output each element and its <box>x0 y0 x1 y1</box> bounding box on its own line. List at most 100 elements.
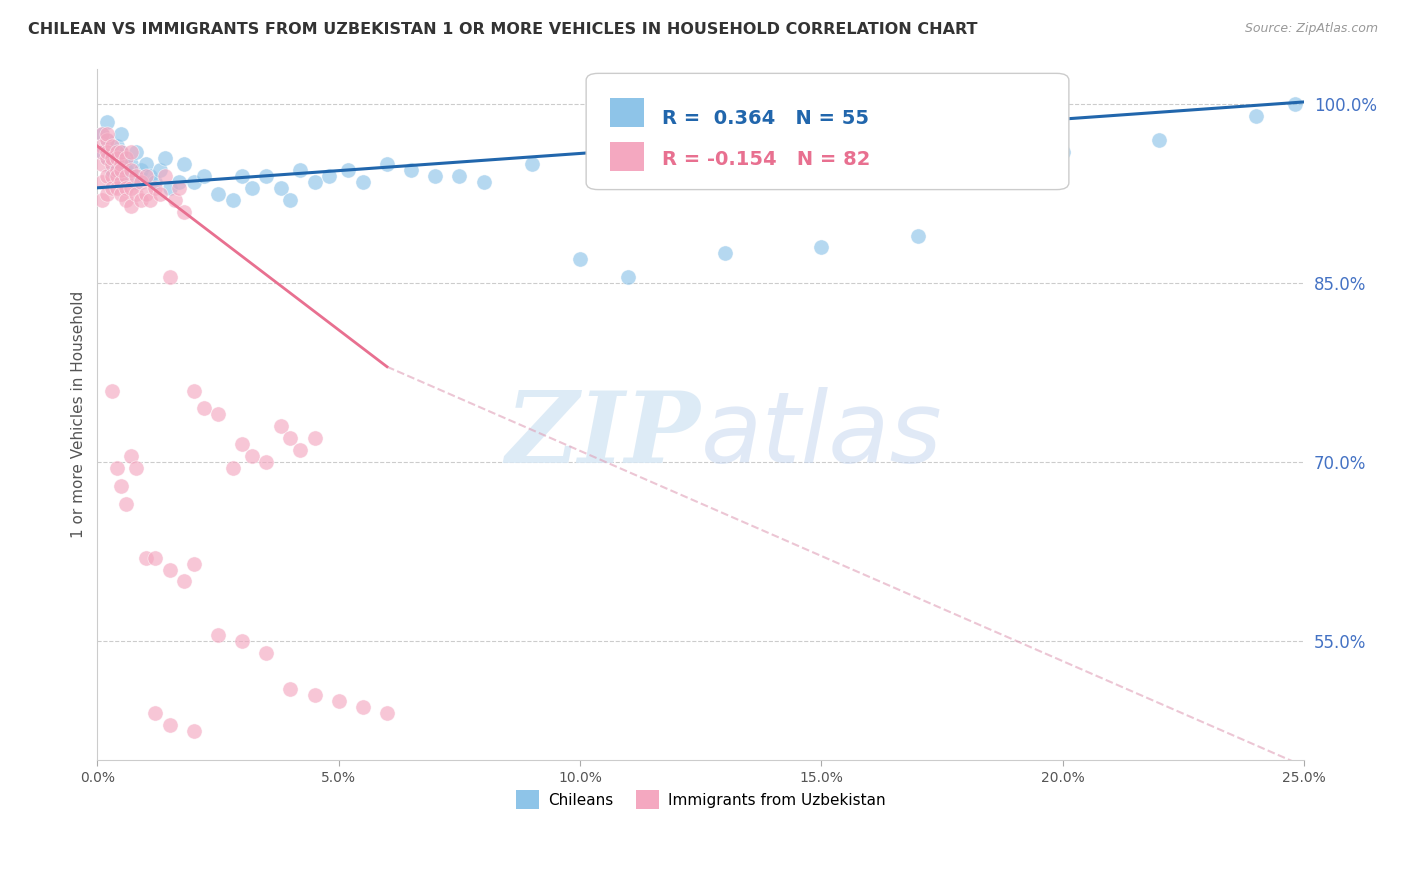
Point <box>240 181 263 195</box>
Point <box>110 479 132 493</box>
Point <box>569 252 592 267</box>
Point <box>110 169 132 183</box>
Point <box>193 169 215 183</box>
Point <box>120 199 142 213</box>
Point <box>1052 145 1074 159</box>
Point <box>425 169 447 183</box>
Point <box>96 133 118 147</box>
Point <box>96 127 118 141</box>
Point <box>183 557 205 571</box>
Point <box>173 204 195 219</box>
Point <box>120 145 142 159</box>
Point <box>288 162 311 177</box>
Point <box>91 193 114 207</box>
Point <box>163 193 186 207</box>
Point <box>91 175 114 189</box>
Text: R = -0.154   N = 82: R = -0.154 N = 82 <box>662 150 870 169</box>
Point <box>207 186 229 201</box>
Point <box>115 181 138 195</box>
Point <box>105 162 128 177</box>
Point <box>91 127 114 141</box>
Point <box>304 175 326 189</box>
Point <box>96 133 118 147</box>
Point <box>143 706 166 720</box>
Point <box>135 169 157 183</box>
Point <box>173 574 195 589</box>
Legend: Chileans, Immigrants from Uzbekistan: Chileans, Immigrants from Uzbekistan <box>510 784 891 815</box>
Point <box>254 646 277 660</box>
Point <box>91 145 114 159</box>
Point <box>125 145 148 159</box>
Point <box>231 169 253 183</box>
Point <box>120 449 142 463</box>
Point <box>101 151 124 165</box>
Point <box>221 193 243 207</box>
Point <box>520 157 543 171</box>
Point <box>375 157 398 171</box>
Point <box>125 461 148 475</box>
Point <box>125 175 148 189</box>
Point <box>105 169 128 183</box>
Point <box>221 461 243 475</box>
Point <box>91 157 114 171</box>
Point <box>96 169 118 183</box>
Point <box>1149 133 1171 147</box>
Point <box>304 431 326 445</box>
Point <box>96 115 118 129</box>
Point <box>115 497 138 511</box>
Point <box>105 461 128 475</box>
Point <box>101 162 124 177</box>
Point <box>183 175 205 189</box>
Point <box>288 443 311 458</box>
Point <box>207 408 229 422</box>
Point <box>129 175 152 189</box>
Point <box>149 162 172 177</box>
Point <box>352 175 374 189</box>
FancyBboxPatch shape <box>586 73 1069 190</box>
Point <box>328 694 350 708</box>
Text: atlas: atlas <box>700 387 942 483</box>
Point <box>129 162 152 177</box>
Point <box>270 181 292 195</box>
Point <box>399 162 422 177</box>
Point <box>810 240 832 254</box>
Point <box>115 162 138 177</box>
Point <box>135 186 157 201</box>
Point <box>91 145 114 159</box>
Point <box>120 181 142 195</box>
Point <box>135 157 157 171</box>
Point <box>101 139 124 153</box>
Point <box>714 246 737 260</box>
Point <box>110 127 132 141</box>
Point <box>91 127 114 141</box>
FancyBboxPatch shape <box>610 98 644 128</box>
Point <box>193 401 215 416</box>
Point <box>105 151 128 165</box>
Point <box>183 723 205 738</box>
Point <box>105 139 128 153</box>
Text: CHILEAN VS IMMIGRANTS FROM UZBEKISTAN 1 OR MORE VEHICLES IN HOUSEHOLD CORRELATIO: CHILEAN VS IMMIGRANTS FROM UZBEKISTAN 1 … <box>28 22 977 37</box>
Point <box>96 186 118 201</box>
Point <box>280 193 302 207</box>
Point <box>110 175 132 189</box>
Point <box>159 270 181 285</box>
Point <box>1244 109 1267 123</box>
Point <box>125 186 148 201</box>
Point <box>101 181 124 195</box>
Point <box>352 699 374 714</box>
Point <box>231 437 253 451</box>
Point <box>231 634 253 648</box>
Point <box>101 157 124 171</box>
Point <box>159 181 181 195</box>
Point <box>254 169 277 183</box>
Point <box>110 145 132 159</box>
Point <box>169 181 191 195</box>
Point <box>110 145 132 159</box>
Point <box>240 449 263 463</box>
Point <box>115 169 138 183</box>
Point <box>105 181 128 195</box>
Point <box>173 157 195 171</box>
Point <box>139 169 162 183</box>
Point <box>143 175 166 189</box>
Point <box>101 169 124 183</box>
